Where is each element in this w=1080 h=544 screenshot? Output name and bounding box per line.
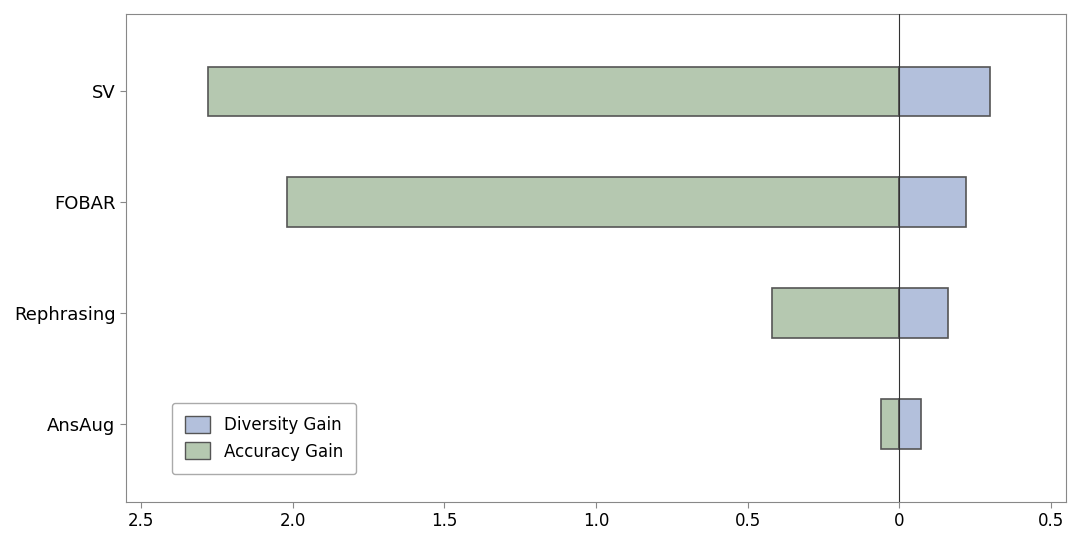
Bar: [900, 399, 920, 449]
Bar: [900, 66, 990, 116]
Bar: [900, 177, 966, 227]
Bar: [900, 288, 948, 338]
Bar: [286, 177, 900, 227]
Legend: Diversity Gain, Accuracy Gain: Diversity Gain, Accuracy Gain: [172, 403, 356, 474]
Bar: [881, 399, 900, 449]
Bar: [772, 288, 900, 338]
Bar: [207, 66, 900, 116]
